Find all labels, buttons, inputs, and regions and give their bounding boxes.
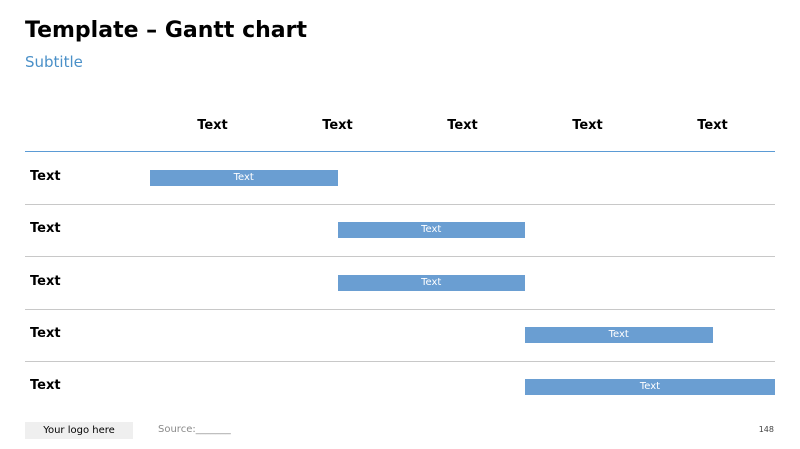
task-label: Text — [30, 325, 61, 341]
task-label: Text — [30, 169, 61, 185]
column-header: Text — [572, 118, 603, 133]
task-bar: Text — [337, 274, 525, 291]
page-subtitle: Subtitle — [25, 53, 83, 71]
row-divider — [25, 204, 775, 205]
header-divider — [25, 151, 775, 152]
column-header: Text — [322, 118, 353, 133]
task-label: Text — [30, 377, 61, 393]
task-bar: Text — [525, 326, 713, 343]
task-bar: Text — [337, 222, 525, 239]
task-bar: Text — [525, 378, 775, 395]
column-header: Text — [447, 118, 478, 133]
row-divider — [25, 256, 775, 257]
column-header: Text — [197, 118, 228, 133]
logo-placeholder: Your logo here — [25, 422, 133, 439]
page-title: Template – Gantt chart — [25, 18, 307, 43]
column-header: Text — [697, 118, 728, 133]
task-bar: Text — [150, 170, 338, 187]
row-divider — [25, 309, 775, 310]
task-label: Text — [30, 273, 61, 289]
page-number: 148 — [758, 425, 774, 434]
source-note: Source:_______ — [158, 424, 231, 435]
task-label: Text — [30, 221, 61, 237]
row-divider — [25, 361, 775, 362]
